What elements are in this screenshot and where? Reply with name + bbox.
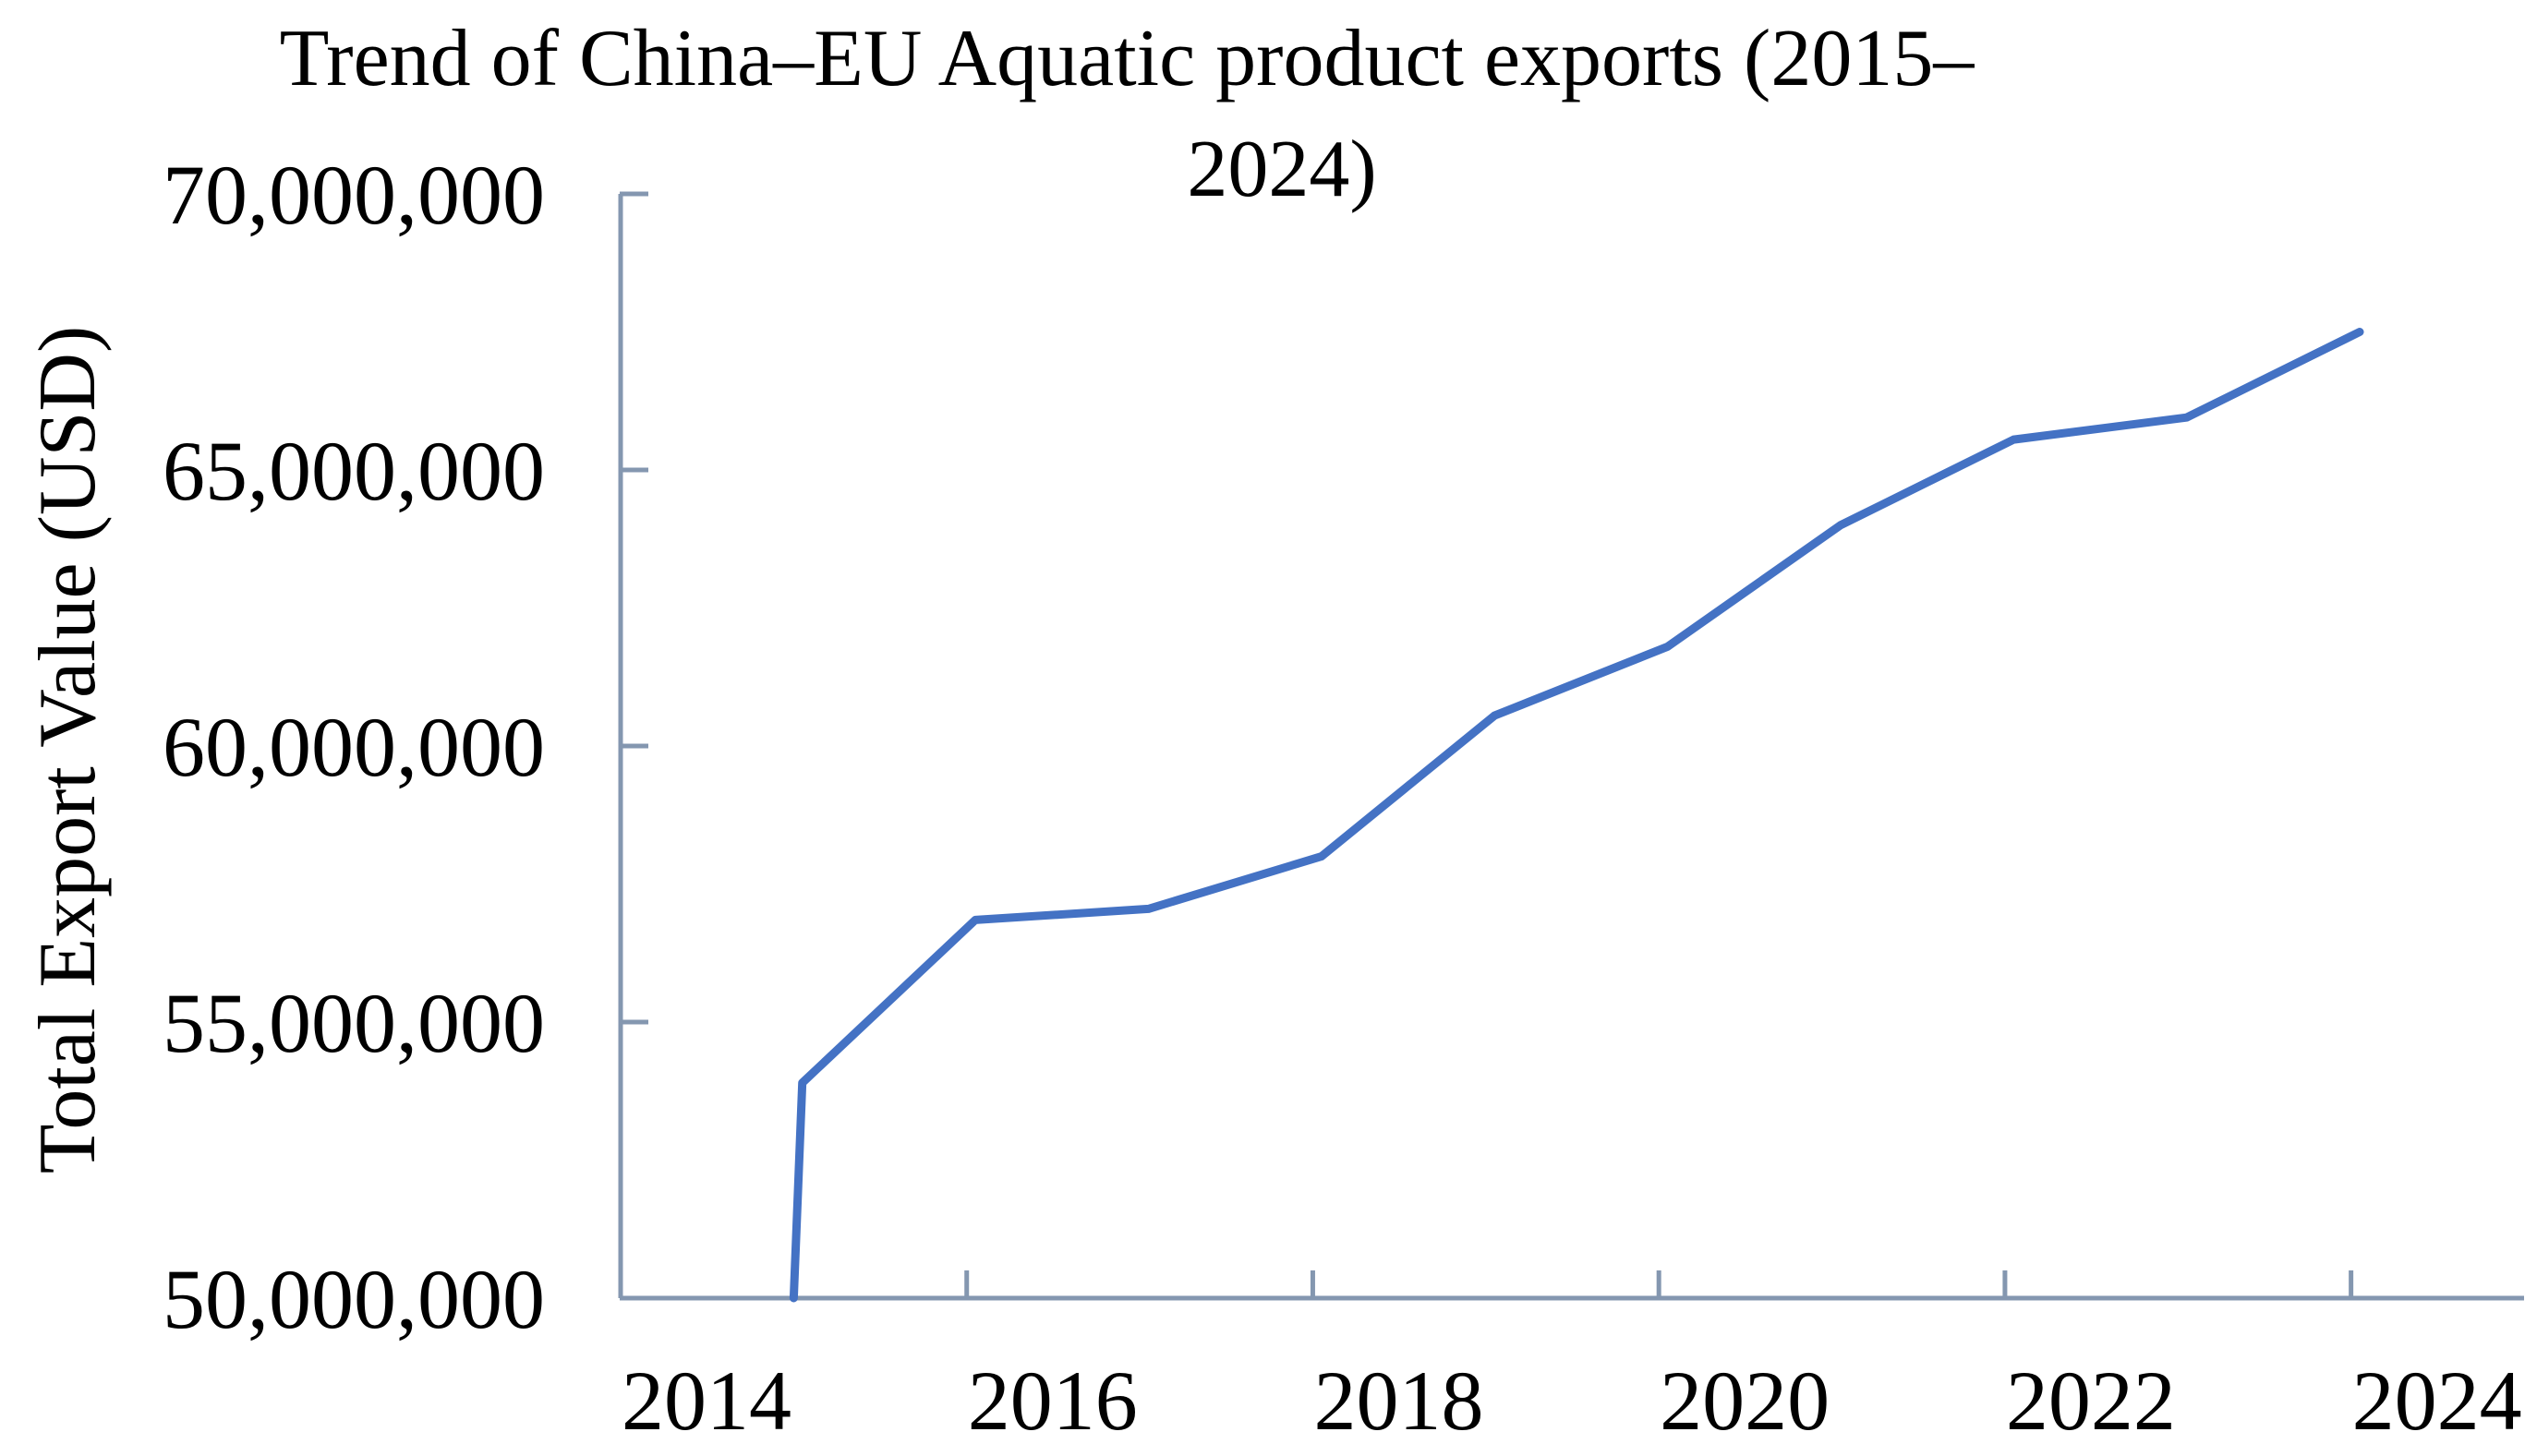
series-layer — [789, 328, 2364, 1303]
x-tick-label: 2022 — [2006, 1354, 2176, 1448]
y-tick-label: 65,000,000 — [163, 424, 545, 518]
tick-labels: 50,000,000 55,000,000 60,000,000 65,000,000… — [163, 148, 2522, 1448]
x-tick-label: 2016 — [968, 1354, 1138, 1448]
x-tick-label: 2014 — [622, 1354, 791, 1448]
x-tick-label: 2018 — [1313, 1354, 1483, 1448]
y-tick-label: 70,000,000 — [163, 148, 545, 242]
y-tick-label: 50,000,000 — [163, 1252, 545, 1346]
series-line — [789, 328, 2364, 1303]
chart-title-line-1: Trend of China–EU Aquatic product export… — [280, 14, 1975, 103]
x-tick-label: 2020 — [1660, 1354, 1830, 1448]
y-axis-label: Total Export Value (USD) — [23, 326, 113, 1174]
axes — [618, 194, 2524, 1301]
y-tick-label: 55,000,000 — [163, 976, 545, 1070]
y-tick-label: 60,000,000 — [163, 700, 545, 794]
chart-title-line-2: 2024) — [1187, 125, 1376, 214]
x-tick-label: 2024 — [2352, 1354, 2522, 1448]
